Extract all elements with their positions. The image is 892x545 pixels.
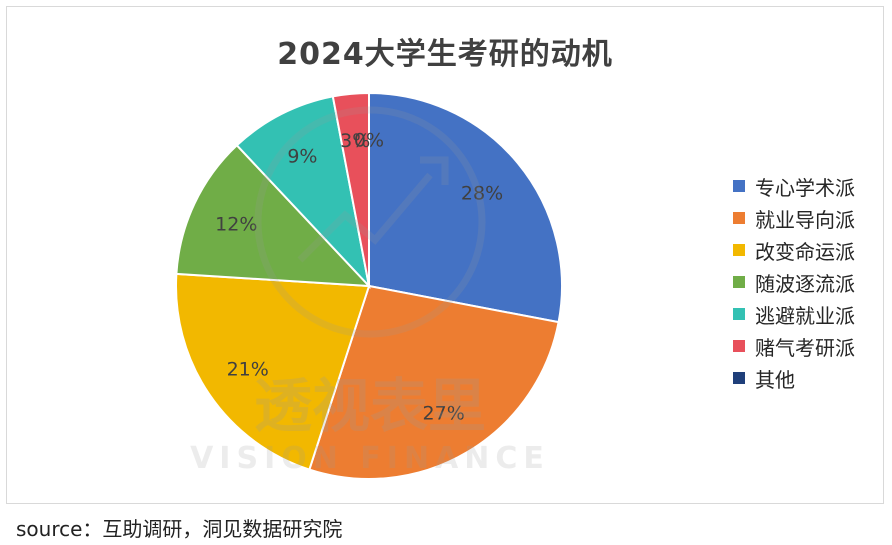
chart-legend: 专心学术派就业导向派改变命运派随波逐流派逃避就业派赌气考研派其他 xyxy=(733,170,855,394)
legend-label: 就业导向派 xyxy=(755,207,855,232)
slice-label-6: 3% xyxy=(340,130,370,152)
legend-label: 随波逐流派 xyxy=(755,271,855,296)
legend-label: 赌气考研派 xyxy=(755,335,855,360)
slice-label-7: 0% xyxy=(354,129,384,151)
legend-swatch xyxy=(733,276,745,288)
slice-label-3: 21% xyxy=(227,358,269,380)
legend-item: 其他 xyxy=(733,362,855,394)
source-note: source：互助调研，洞见数据研究院 xyxy=(16,517,343,541)
legend-swatch xyxy=(733,372,745,384)
legend-item: 随波逐流派 xyxy=(733,266,855,298)
chart-title: 2024大学生考研的动机 xyxy=(277,37,613,72)
legend-swatch xyxy=(733,180,745,192)
legend-item: 改变命运派 xyxy=(733,234,855,266)
legend-label: 改变命运派 xyxy=(755,239,855,264)
legend-item: 专心学术派 xyxy=(733,170,855,202)
slice-label-5: 9% xyxy=(287,145,317,167)
legend-item: 逃避就业派 xyxy=(733,298,855,330)
legend-swatch xyxy=(733,212,745,224)
slice-label-2: 27% xyxy=(423,402,465,424)
pie-slice-4 xyxy=(175,143,372,288)
legend-item: 就业导向派 xyxy=(733,202,855,234)
legend-swatch xyxy=(733,340,745,352)
slice-label-1: 28% xyxy=(461,183,503,205)
pie-slice-3 xyxy=(175,272,371,471)
slice-label-4: 12% xyxy=(215,214,257,236)
pie-slice-2 xyxy=(308,284,560,480)
legend-swatch xyxy=(733,244,745,256)
legend-label: 其他 xyxy=(755,367,795,392)
legend-label: 专心学术派 xyxy=(755,175,855,200)
legend-item: 赌气考研派 xyxy=(733,330,855,362)
pie-slice-5 xyxy=(235,95,371,290)
legend-swatch xyxy=(733,308,745,320)
pie-slice-6 xyxy=(331,91,370,287)
legend-label: 逃避就业派 xyxy=(755,303,855,328)
pie-slice-1 xyxy=(368,91,563,324)
